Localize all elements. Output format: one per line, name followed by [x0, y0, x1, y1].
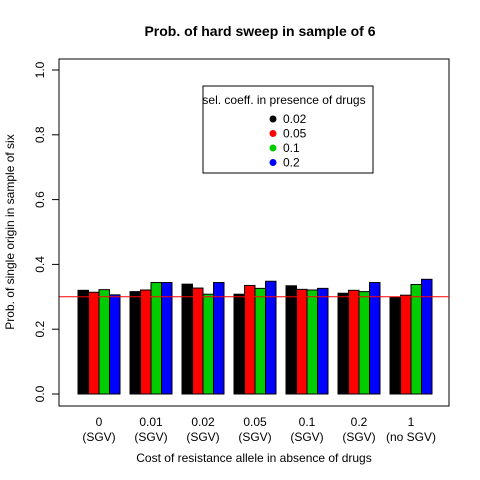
legend-title: sel. coeff. in presence of drugs — [202, 93, 365, 107]
y-axis-label: Prob. of single origin in sample of six — [3, 134, 17, 329]
bar — [306, 289, 318, 395]
legend-label: 0.05 — [283, 127, 307, 141]
y-axis: 0.0 0.2 0.4 0.6 0.8 1.0 — [33, 61, 60, 402]
x-tick-sublabel: (SGV) — [134, 430, 167, 444]
x-tick-label: 0.2 — [351, 415, 368, 429]
bar — [88, 291, 100, 395]
x-axis-label: Cost of resistance allele in absence of … — [136, 451, 371, 465]
bar — [202, 293, 214, 395]
bar — [140, 289, 152, 395]
x-tick-sublabel: (SGV) — [342, 430, 375, 444]
legend-marker — [269, 159, 277, 166]
bar — [400, 294, 412, 395]
bar — [213, 282, 225, 395]
bar — [161, 282, 173, 395]
y-tick-label: 0.4 — [33, 256, 47, 273]
y-tick-label: 0.8 — [33, 126, 47, 143]
bar — [192, 287, 204, 395]
x-tick-sublabel: (SGV) — [82, 430, 115, 444]
x-tick-sublabel: (SGV) — [186, 430, 219, 444]
x-tick-sublabel: (SGV) — [290, 430, 323, 444]
x-axis: 0(SGV)0.01(SGV)0.02(SGV)0.05(SGV)0.1(SGV… — [82, 415, 436, 444]
legend-box — [202, 85, 374, 174]
y-tick-label: 0.6 — [33, 191, 47, 208]
bar — [98, 289, 110, 395]
chart-title: Prob. of hard sweep in sample of 6 — [144, 23, 375, 39]
x-tick-label: 0.1 — [299, 415, 316, 429]
x-tick-label: 0.02 — [191, 415, 215, 429]
bar — [285, 285, 297, 395]
x-tick-label: 0.01 — [139, 415, 163, 429]
y-tick-label: 0.0 — [33, 385, 47, 402]
bar — [233, 293, 245, 395]
x-tick-label: 1 — [408, 415, 415, 429]
x-tick-label: 0 — [96, 415, 103, 429]
x-tick-label: 0.05 — [243, 415, 267, 429]
legend-label: 0.2 — [283, 156, 300, 170]
y-tick-label: 0.2 — [33, 321, 47, 338]
legend-label: 0.02 — [283, 112, 307, 126]
bar — [389, 296, 401, 395]
bar — [337, 292, 349, 395]
legend-items: 0.020.050.10.2 — [269, 112, 307, 170]
y-tick-label: 1.0 — [33, 61, 47, 78]
bar — [150, 282, 162, 395]
x-tick-sublabel: (no SGV) — [386, 430, 436, 444]
bar — [410, 283, 422, 395]
x-tick-sublabel: (SGV) — [238, 430, 271, 444]
bars-layer — [77, 278, 433, 395]
legend-label: 0.1 — [283, 141, 300, 155]
bar — [296, 288, 308, 395]
bar — [265, 280, 277, 395]
bar — [358, 291, 370, 395]
bar — [129, 291, 141, 395]
bar — [254, 287, 266, 395]
bar — [317, 287, 329, 395]
bar — [421, 278, 433, 395]
bar — [109, 294, 121, 395]
legend-marker — [269, 115, 277, 123]
legend: sel. coeff. in presence of drugs 0.020.0… — [202, 85, 374, 174]
bar — [77, 289, 89, 395]
bar — [244, 284, 256, 395]
bar — [369, 282, 381, 395]
legend-marker — [269, 144, 277, 152]
bar — [181, 283, 193, 395]
legend-marker — [269, 130, 277, 137]
bar — [348, 289, 360, 395]
